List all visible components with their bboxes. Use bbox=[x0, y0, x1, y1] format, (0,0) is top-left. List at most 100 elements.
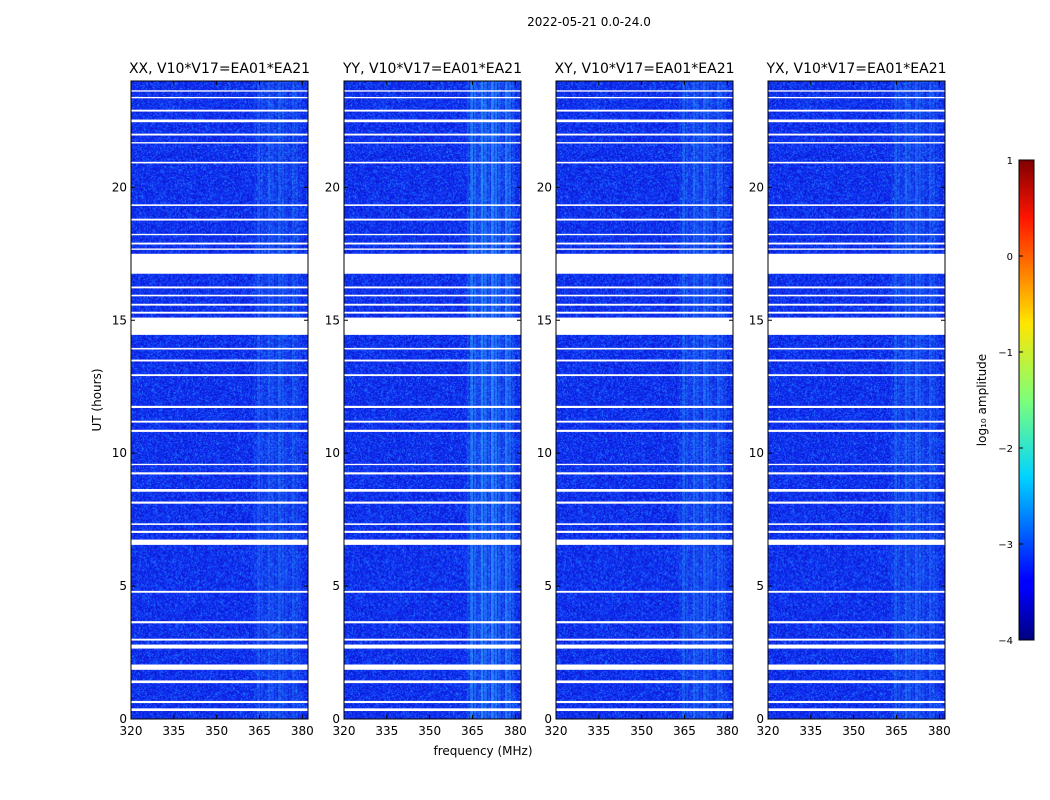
flagged-row bbox=[768, 286, 945, 289]
flagged-row bbox=[344, 233, 521, 236]
rfi-band-stripe bbox=[295, 81, 299, 719]
flagged-row bbox=[131, 420, 308, 423]
flagged-row bbox=[768, 347, 945, 350]
rfi-band-stripe bbox=[709, 81, 713, 719]
flagged-row bbox=[344, 501, 521, 504]
flagged-row bbox=[768, 429, 945, 432]
panel-0: XX, V10*V17=EA01*EA21 320 335 350 365 380 0 5 10… bbox=[112, 61, 314, 738]
flagged-row bbox=[131, 472, 308, 475]
y-tick-label: 20 bbox=[749, 180, 764, 194]
flagged-row bbox=[556, 530, 733, 533]
x-tick-label: 365 bbox=[673, 724, 696, 738]
flagged-row bbox=[768, 161, 945, 164]
flagged-row bbox=[556, 242, 733, 245]
y-tick-label: 20 bbox=[325, 180, 340, 194]
flagged-row bbox=[344, 680, 521, 684]
flagged-row bbox=[131, 374, 308, 377]
flagged-row bbox=[768, 248, 945, 250]
rfi-band-stripe bbox=[267, 81, 271, 719]
flagged-row bbox=[131, 664, 308, 670]
panel-2: XY, V10*V17=EA01*EA21 320 335 350 365 380 0 5 10… bbox=[537, 61, 739, 738]
flagged-row bbox=[131, 133, 308, 136]
rfi-band-stripe bbox=[278, 81, 281, 719]
x-tick-label: 365 bbox=[885, 724, 908, 738]
colorbar-tick-label: −2 bbox=[998, 444, 1013, 455]
panel-3: YX, V10*V17=EA01*EA21 320 335 350 365 380 0 5 10… bbox=[749, 61, 951, 738]
rfi-band-stripe bbox=[257, 81, 260, 719]
flagged-row bbox=[344, 708, 521, 712]
flagged-row bbox=[556, 133, 733, 136]
flagged-row bbox=[556, 429, 733, 432]
flagged-row bbox=[556, 119, 733, 123]
flagged-row bbox=[344, 311, 521, 314]
rfi-band-stripe bbox=[901, 81, 904, 719]
flagged-row bbox=[768, 420, 945, 423]
rfi-band-stripe bbox=[504, 81, 508, 719]
rfi-band-stripe bbox=[491, 81, 494, 719]
flagged-row bbox=[768, 119, 945, 123]
flagged-row bbox=[768, 253, 945, 274]
flagged-row bbox=[768, 405, 945, 408]
rfi-band-stripe bbox=[890, 81, 894, 719]
rfi-band-stripe bbox=[288, 81, 292, 719]
rfi-band-stripe bbox=[921, 81, 925, 719]
flagged-row bbox=[131, 294, 308, 297]
flagged-row bbox=[344, 109, 521, 112]
rfi-band-stripe bbox=[274, 81, 278, 719]
y-tick-label: 10 bbox=[749, 446, 764, 460]
flagged-row bbox=[556, 253, 733, 274]
flagged-row bbox=[344, 359, 521, 362]
flagged-row bbox=[556, 664, 733, 670]
flagged-row bbox=[344, 590, 521, 593]
y-tick-label: 0 bbox=[544, 712, 552, 726]
flagged-row bbox=[556, 218, 733, 221]
flagged-row bbox=[131, 700, 308, 704]
flagged-row bbox=[556, 621, 733, 624]
rfi-band-stripe bbox=[699, 81, 703, 719]
flagged-row bbox=[768, 311, 945, 314]
flagged-row bbox=[131, 644, 308, 649]
x-tick-label: 320 bbox=[757, 724, 780, 738]
rfi-band-stripe bbox=[915, 81, 918, 719]
flagged-row bbox=[556, 96, 733, 99]
y-tick-label: 10 bbox=[112, 446, 127, 460]
flagged-row bbox=[344, 303, 521, 306]
colorbar-tick-label: 0 bbox=[1007, 252, 1013, 263]
flagged-row bbox=[768, 133, 945, 136]
figure-suptitle: 2022-05-21 0.0-24.0 bbox=[527, 15, 651, 29]
flagged-row bbox=[768, 142, 945, 144]
flagged-row bbox=[344, 242, 521, 245]
flagged-row bbox=[131, 489, 308, 492]
flagged-row bbox=[556, 489, 733, 492]
flagged-row bbox=[556, 359, 733, 362]
flagged-row bbox=[768, 523, 945, 525]
x-tick-label: 335 bbox=[799, 724, 822, 738]
flagged-row bbox=[131, 242, 308, 245]
flagged-row bbox=[344, 463, 521, 466]
y-tick-label: 10 bbox=[537, 446, 552, 460]
rfi-band-stripe bbox=[897, 81, 901, 719]
flagged-row bbox=[131, 204, 308, 206]
flagged-row bbox=[768, 708, 945, 712]
flagged-row bbox=[768, 700, 945, 704]
rfi-band-stripe bbox=[477, 81, 480, 719]
flagged-row bbox=[768, 96, 945, 99]
flagged-row bbox=[768, 489, 945, 492]
flagged-row bbox=[344, 161, 521, 164]
colorbar-label: log₁₀ amplitude bbox=[975, 354, 989, 446]
flagged-row bbox=[131, 501, 308, 504]
flagged-row bbox=[131, 708, 308, 712]
flagged-row bbox=[556, 311, 733, 314]
flagged-row bbox=[768, 638, 945, 641]
flagged-row bbox=[768, 204, 945, 206]
rfi-band-stripe bbox=[894, 81, 897, 719]
x-tick-label: 365 bbox=[461, 724, 484, 738]
flagged-row bbox=[768, 233, 945, 236]
flagged-row bbox=[131, 539, 308, 545]
rfi-band-stripe bbox=[703, 81, 706, 719]
flagged-row bbox=[344, 420, 521, 423]
flagged-row bbox=[556, 161, 733, 164]
panels-group: XX, V10*V17=EA01*EA21 320 335 350 365 380 0 5 10… bbox=[112, 61, 951, 738]
x-axis-label: frequency (MHz) bbox=[433, 744, 532, 758]
rfi-band-stripe bbox=[685, 81, 689, 719]
